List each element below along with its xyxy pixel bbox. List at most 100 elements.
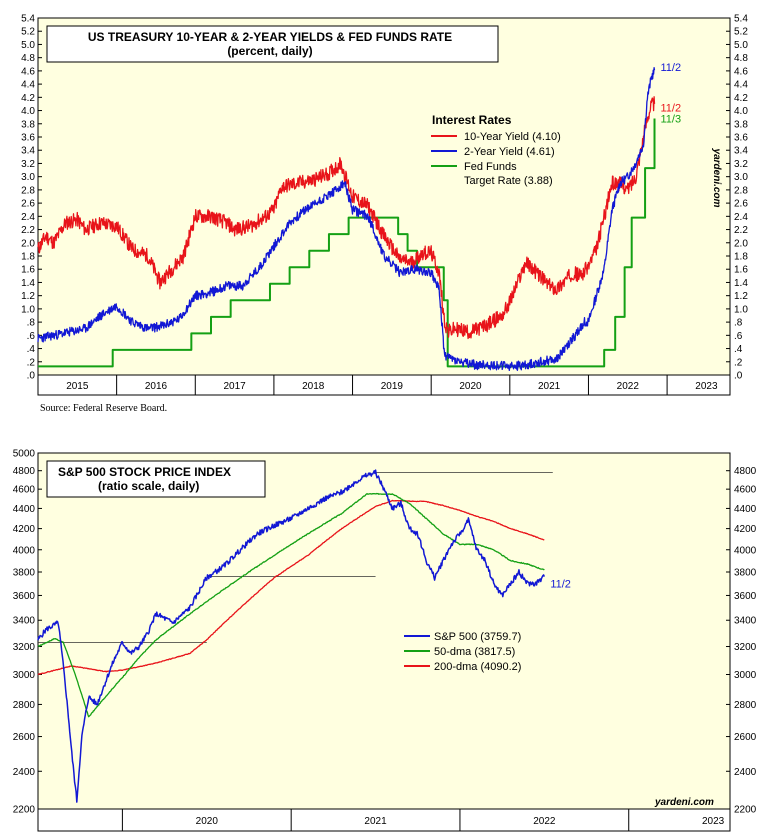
y-tick-label-right: 4000: [734, 545, 757, 556]
y-tick-label-left: 1.6: [21, 265, 35, 276]
series-line-fedfunds: [38, 118, 656, 368]
y-tick-label-right: 3000: [734, 670, 757, 681]
y-tick-label-left: .4: [27, 344, 36, 355]
series-end-label: 11/3: [661, 113, 682, 125]
x-tick-label: 2021: [364, 816, 387, 827]
chart-title: S&P 500 STOCK PRICE INDEX: [58, 465, 231, 479]
series-end-label: 11/2: [550, 579, 571, 591]
y-tick-label-left: 3000: [13, 670, 36, 681]
legend-label-2y: 2-Year Yield (4.61): [464, 146, 555, 158]
y-tick-label-left: 3200: [13, 642, 36, 653]
y-tick-label-right: 1.2: [734, 291, 748, 302]
treasury-yields-chart: 5.4 5.2 5.0 4.8 4.6 4.4 4.2 4.0 3.8 3.6 3.4 3.2 3.0 2…: [21, 14, 748, 396]
y-tick-label-left: 2.0: [21, 238, 35, 249]
x-tick-label: 2016: [145, 381, 168, 392]
y-tick-label-right: .8: [734, 318, 743, 329]
series-line-sp500: [37, 469, 545, 803]
legend-label-50dma: 50-dma (3817.5): [434, 646, 515, 658]
y-tick-label-left: 4000: [13, 545, 36, 556]
y-tick-label-left: 4.4: [21, 80, 35, 91]
y-tick-label-left: 2.4: [21, 212, 35, 223]
x-tick-label: 2019: [381, 381, 404, 392]
x-tick-label: 2017: [223, 381, 246, 392]
watermark: yardeni.com: [654, 797, 714, 808]
y-tick-label-right: 5.0: [734, 40, 748, 51]
y-tick-label-left: 2800: [13, 700, 36, 711]
y-tick-label-left: 5.4: [21, 14, 35, 25]
y-tick-label-right: 4800: [734, 466, 757, 477]
legend-label-sp500: S&P 500 (3759.7): [434, 631, 521, 643]
y-tick-label-left: 2600: [13, 732, 36, 743]
chart-title: US TREASURY 10-YEAR & 2-YEAR YIELDS & FE…: [88, 30, 452, 44]
y-tick-label-left: 3.6: [21, 133, 35, 144]
y-tick-label-right: 4.4: [734, 80, 748, 91]
y-tick-label-left: 2.6: [21, 199, 35, 210]
x-axis: 2015 2016 2017 2018 2019 2020 2021 2022 2023: [37, 374, 731, 396]
y-tick-label-right: 5.4: [734, 14, 748, 25]
x-tick-label: 2018: [302, 381, 325, 392]
watermark: yardeni.com: [711, 148, 722, 208]
series-line-50dma: [37, 492, 545, 718]
chart-subtitle: (ratio scale, daily): [98, 479, 199, 493]
y-tick-label-left: 4.8: [21, 53, 35, 64]
y-tick-label-right: 2600: [734, 732, 757, 743]
y-tick-label-left: 4600: [13, 485, 36, 496]
y-tick-label-right: 2400: [734, 767, 757, 778]
y-tick-label-left: 4.2: [21, 93, 35, 104]
y-tick-label-left: 4.0: [21, 106, 35, 117]
y-tick-label-right: 4400: [734, 504, 757, 515]
y-tick-label-right: 3800: [734, 568, 757, 579]
legend-title: Interest Rates: [432, 113, 512, 127]
y-tick-label-right: 2800: [734, 700, 757, 711]
y-tick-label-right: 4200: [734, 524, 757, 535]
y-tick-label-left: 4.6: [21, 66, 35, 77]
y-tick-label-right: 4.8: [734, 53, 748, 64]
y-tick-label-left: 4200: [13, 524, 36, 535]
y-tick-label-right: 3.0: [734, 172, 748, 183]
legend-label-fedfunds: Fed Funds Target Rate (3.88): [464, 161, 553, 187]
y-tick-label-left: .2: [27, 357, 36, 368]
y-tick-label-right: 5.2: [734, 27, 748, 38]
y-tick-label-left: .8: [27, 318, 36, 329]
y-tick-label-right: 4.2: [734, 93, 748, 104]
y-tick-label-left: .6: [27, 331, 36, 342]
y-axis-left: 5000 4800 4600 4400 4200 4000 3800 3600 3400 3200…: [13, 449, 42, 816]
x-axis: 2020 2021 2022 2023: [37, 808, 731, 832]
y-tick-label-right: .4: [734, 344, 743, 355]
y-tick-label-right: 3400: [734, 616, 757, 627]
x-axis-band: [37, 374, 731, 396]
plot-area: [37, 17, 731, 376]
series-line-10y: [37, 96, 656, 340]
series-line-200dma: [37, 499, 545, 676]
y-tick-label-left: 3600: [13, 591, 36, 602]
y-tick-label-right: 3.2: [734, 159, 748, 170]
y-tick-label-left: 3.2: [21, 159, 35, 170]
y-tick-label-left: 3400: [13, 616, 36, 627]
y-tick-label-left: 1.8: [21, 252, 35, 263]
x-tick-label: 2020: [459, 381, 482, 392]
y-tick-label-right: 2200: [734, 805, 757, 816]
y-tick-label-right: 3200: [734, 642, 757, 653]
x-tick-label: 2020: [196, 816, 219, 827]
y-tick-label-left: .0: [27, 371, 36, 382]
y-tick-label-right: .6: [734, 331, 743, 342]
y-tick-label-right: 2.4: [734, 212, 748, 223]
y-tick-label-right: 3.4: [734, 146, 748, 157]
legend-label-10y: 10-Year Yield (4.10): [464, 131, 561, 143]
y-tick-label-left: 5.2: [21, 27, 35, 38]
y-tick-label-left: 2400: [13, 767, 36, 778]
y-tick-label-left: 2.2: [21, 225, 35, 236]
y-tick-label-right: 3.8: [734, 119, 748, 130]
series-end-label: 11/2: [661, 62, 682, 74]
y-tick-label-left: 1.2: [21, 291, 35, 302]
x-axis-band: [37, 808, 731, 832]
y-tick-label-right: 4600: [734, 485, 757, 496]
y-tick-label-right: 2.2: [734, 225, 748, 236]
plot-area: [37, 452, 731, 810]
y-tick-label-left: 1.0: [21, 304, 35, 315]
y-tick-label-right: 2.6: [734, 199, 748, 210]
y-tick-label-right: 2.8: [734, 185, 748, 196]
x-tick-label: 2023: [695, 381, 718, 392]
y-tick-label-left: 4800: [13, 466, 36, 477]
